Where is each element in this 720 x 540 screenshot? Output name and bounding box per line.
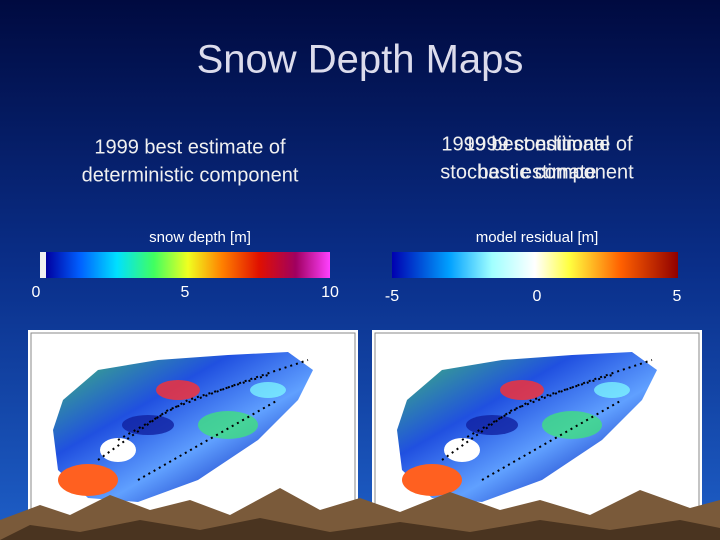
mountains-front	[0, 518, 720, 540]
colorbar-label: model residual [m]	[476, 229, 599, 246]
tick-label: -5	[385, 288, 399, 305]
colorbar-cap	[40, 252, 46, 278]
tick-label: 5	[181, 284, 190, 301]
tick-label: 0	[533, 288, 542, 305]
overlay-caption: best estimate	[478, 161, 597, 183]
map	[371, 329, 703, 521]
colorbar	[392, 252, 678, 278]
caption: 1999 best estimate of	[441, 133, 633, 155]
caption: deterministic component	[82, 164, 299, 186]
tick-label: 5	[673, 288, 682, 305]
colorbar-label: snow depth [m]	[149, 229, 251, 246]
map	[27, 329, 359, 521]
overlay-caption: 1999 conditional	[464, 133, 610, 155]
tick-label: 0	[32, 284, 41, 301]
colorbar	[46, 252, 330, 278]
caption: stochastic component	[440, 161, 634, 183]
title: Snow Depth Maps	[197, 38, 524, 82]
tick-label: 10	[321, 284, 339, 301]
tick-labels: 0 5 10 -5 0 5	[32, 284, 682, 305]
caption: 1999 best estimate of	[94, 136, 286, 158]
